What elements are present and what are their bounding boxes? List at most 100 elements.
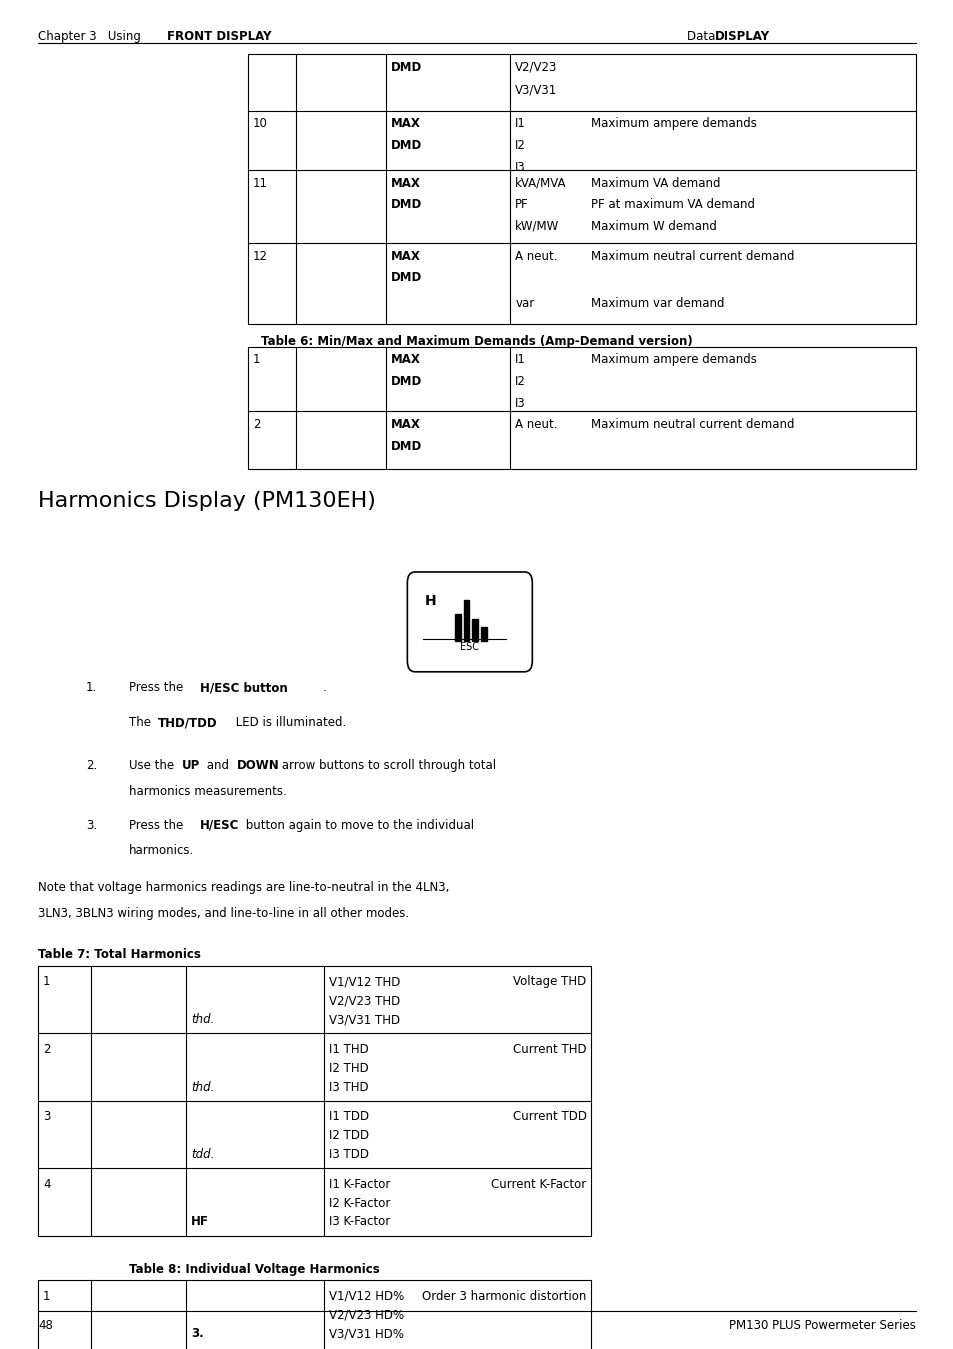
Text: 1.: 1.	[86, 681, 97, 695]
Text: DISPLAY: DISPLAY	[714, 30, 769, 43]
Text: V1/V12 THD: V1/V12 THD	[329, 975, 400, 989]
Text: Current TDD: Current TDD	[512, 1110, 586, 1124]
Bar	[463, 600, 469, 641]
Text: V3/V31 HD%: V3/V31 HD%	[329, 1327, 404, 1341]
Text: 2: 2	[253, 418, 260, 432]
Text: THD/TDD: THD/TDD	[157, 716, 217, 730]
Text: I3: I3	[515, 161, 525, 174]
Text: Table 7: Total Harmonics: Table 7: Total Harmonics	[38, 948, 201, 962]
Text: .: .	[322, 681, 326, 695]
Text: var: var	[515, 297, 534, 310]
Text: H/ESC: H/ESC	[200, 819, 239, 832]
Text: ESC: ESC	[460, 642, 478, 652]
Text: V3/V31 THD: V3/V31 THD	[329, 1013, 400, 1027]
Text: I2: I2	[515, 139, 525, 152]
Text: PF at maximum VA demand: PF at maximum VA demand	[591, 198, 755, 212]
FancyBboxPatch shape	[407, 572, 532, 672]
Text: 1: 1	[43, 1290, 51, 1303]
Text: Press the: Press the	[129, 819, 187, 832]
Text: 4: 4	[43, 1178, 51, 1191]
Text: Voltage THD: Voltage THD	[513, 975, 586, 989]
Text: Maximum neutral current demand: Maximum neutral current demand	[591, 250, 794, 263]
Text: Table 8: Individual Voltage Harmonics: Table 8: Individual Voltage Harmonics	[129, 1263, 379, 1276]
Text: I1 TDD: I1 TDD	[329, 1110, 369, 1124]
Text: Data: Data	[686, 30, 719, 43]
Text: 3: 3	[43, 1110, 51, 1124]
Text: HF: HF	[191, 1215, 209, 1229]
Text: Table 6: Min/Max and Maximum Demands (Amp-Demand version): Table 6: Min/Max and Maximum Demands (Am…	[261, 335, 692, 348]
Text: UP: UP	[182, 759, 200, 773]
Text: A neut.: A neut.	[515, 418, 558, 432]
Text: DMD: DMD	[391, 375, 422, 389]
Text: DMD: DMD	[391, 139, 422, 152]
Text: DMD: DMD	[391, 440, 422, 453]
Text: MAX: MAX	[391, 250, 420, 263]
Text: 10: 10	[253, 117, 268, 131]
Text: MAX: MAX	[391, 353, 420, 367]
Bar	[480, 627, 486, 641]
Text: Maximum neutral current demand: Maximum neutral current demand	[591, 418, 794, 432]
Text: I3 K-Factor: I3 K-Factor	[329, 1215, 390, 1229]
Text: I3 TDD: I3 TDD	[329, 1148, 369, 1161]
Text: 11: 11	[253, 177, 268, 190]
Text: thd.: thd.	[191, 1081, 214, 1094]
Text: 48: 48	[38, 1319, 53, 1333]
Text: MAX: MAX	[391, 117, 420, 131]
Text: Harmonics Display (PM130EH): Harmonics Display (PM130EH)	[38, 491, 375, 511]
Text: Maximum VA demand: Maximum VA demand	[591, 177, 720, 190]
Text: V2/V23 HD%: V2/V23 HD%	[329, 1309, 404, 1322]
Text: DMD: DMD	[391, 198, 422, 212]
Text: 3LN3, 3BLN3 wiring modes, and line-to-line in all other modes.: 3LN3, 3BLN3 wiring modes, and line-to-li…	[38, 907, 409, 920]
Text: I2: I2	[515, 375, 525, 389]
Text: thd.: thd.	[191, 1013, 214, 1027]
Text: Current K-Factor: Current K-Factor	[491, 1178, 586, 1191]
Text: 3.: 3.	[191, 1327, 203, 1341]
Text: harmonics measurements.: harmonics measurements.	[129, 785, 286, 799]
Text: arrow buttons to scroll through total: arrow buttons to scroll through total	[277, 759, 496, 773]
Text: kVA/MVA: kVA/MVA	[515, 177, 566, 190]
Text: PF: PF	[515, 198, 528, 212]
Text: 12: 12	[253, 250, 268, 263]
Text: V2/V23 THD: V2/V23 THD	[329, 994, 400, 1008]
Text: LED is illuminated.: LED is illuminated.	[232, 716, 346, 730]
Text: Maximum ampere demands: Maximum ampere demands	[591, 117, 757, 131]
Text: 3.: 3.	[86, 819, 97, 832]
Text: Current THD: Current THD	[513, 1043, 586, 1056]
Text: DMD: DMD	[391, 271, 422, 285]
Text: I2 TDD: I2 TDD	[329, 1129, 369, 1143]
Bar	[455, 614, 460, 641]
Text: Note that voltage harmonics readings are line-to-neutral in the 4LN3,: Note that voltage harmonics readings are…	[38, 881, 449, 894]
Text: button again to move to the individual: button again to move to the individual	[242, 819, 474, 832]
Text: MAX: MAX	[391, 418, 420, 432]
Text: DOWN: DOWN	[236, 759, 279, 773]
Text: 2: 2	[43, 1043, 51, 1056]
Text: Maximum W demand: Maximum W demand	[591, 220, 717, 233]
Text: Maximum ampere demands: Maximum ampere demands	[591, 353, 757, 367]
Text: The: The	[129, 716, 154, 730]
Text: I3 THD: I3 THD	[329, 1081, 369, 1094]
Text: I1: I1	[515, 353, 525, 367]
Text: I1 THD: I1 THD	[329, 1043, 369, 1056]
Text: Use the: Use the	[129, 759, 177, 773]
Text: tdd.: tdd.	[191, 1148, 214, 1161]
Text: I2 K-Factor: I2 K-Factor	[329, 1197, 390, 1210]
Text: I1: I1	[515, 117, 525, 131]
Text: DMD: DMD	[391, 61, 422, 74]
Text: kW/MW: kW/MW	[515, 220, 558, 233]
Text: I1 K-Factor: I1 K-Factor	[329, 1178, 390, 1191]
Text: I3: I3	[515, 397, 525, 410]
Text: Press the: Press the	[129, 681, 187, 695]
Text: PM130 PLUS Powermeter Series: PM130 PLUS Powermeter Series	[728, 1319, 915, 1333]
Text: 1: 1	[253, 353, 260, 367]
Text: V2/V23: V2/V23	[515, 61, 557, 74]
Text: Maximum var demand: Maximum var demand	[591, 297, 724, 310]
Text: 1: 1	[43, 975, 51, 989]
Text: FRONT DISPLAY: FRONT DISPLAY	[167, 30, 272, 43]
Text: harmonics.: harmonics.	[129, 844, 193, 858]
Text: Order 3 harmonic distortion: Order 3 harmonic distortion	[422, 1290, 586, 1303]
Text: V1/V12 HD%: V1/V12 HD%	[329, 1290, 404, 1303]
Text: MAX: MAX	[391, 177, 420, 190]
Text: H: H	[424, 594, 436, 607]
Text: V3/V31: V3/V31	[515, 84, 557, 97]
Text: and: and	[203, 759, 233, 773]
